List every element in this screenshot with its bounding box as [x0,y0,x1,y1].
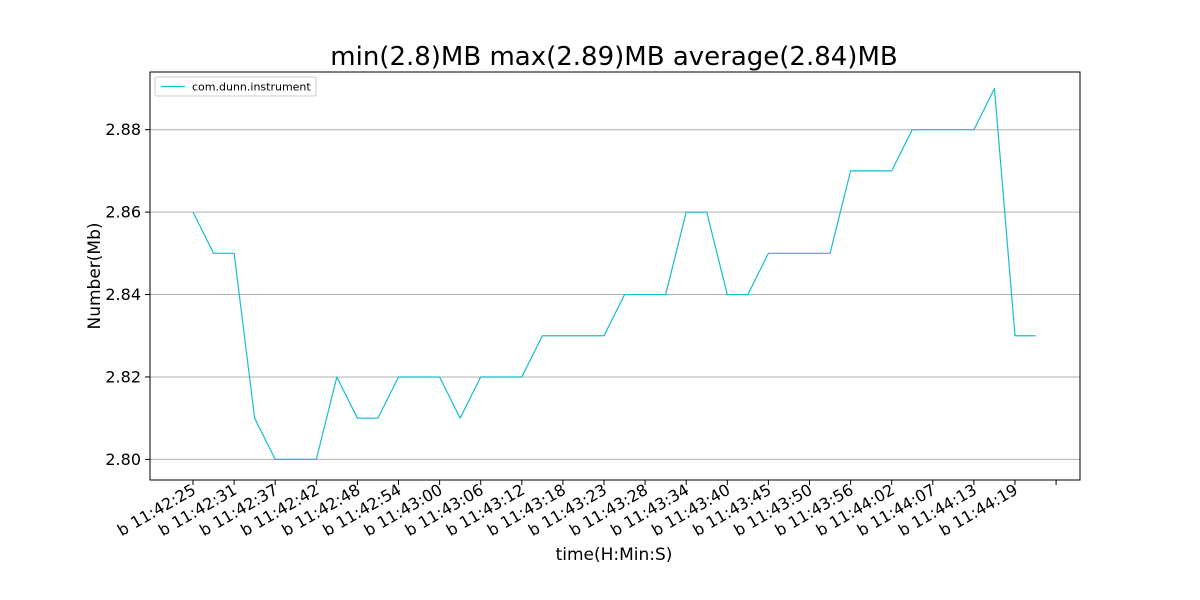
legend-entry-label: com.dunn.instrument [192,81,311,94]
y-axis-label: Number(Mb) [85,222,105,329]
y-tick-label: 2.84 [105,285,141,304]
y-tick-label: 2.80 [105,450,141,469]
y-tick-label: 2.88 [105,120,141,139]
y-axis: 2.80 2.82 2.84 2.86 2.88 [105,120,150,469]
series-line [192,87,1036,460]
plot-frame [149,71,1081,481]
series-layer [192,87,1036,460]
chart-title: min(2.8)MB max(2.89)MB average(2.84)MB [330,42,897,72]
x-axis: b 11:42:25b 11:42:31b 11:42:37b 11:42:42… [114,480,1057,540]
y-tick-label: 2.82 [105,367,141,386]
legend-box [154,76,317,97]
x-axis-label: time(H:Min:S) [556,545,673,565]
legend: com.dunn.instrument [154,76,317,97]
gridlines [150,129,1080,460]
y-tick-label: 2.86 [105,203,141,222]
